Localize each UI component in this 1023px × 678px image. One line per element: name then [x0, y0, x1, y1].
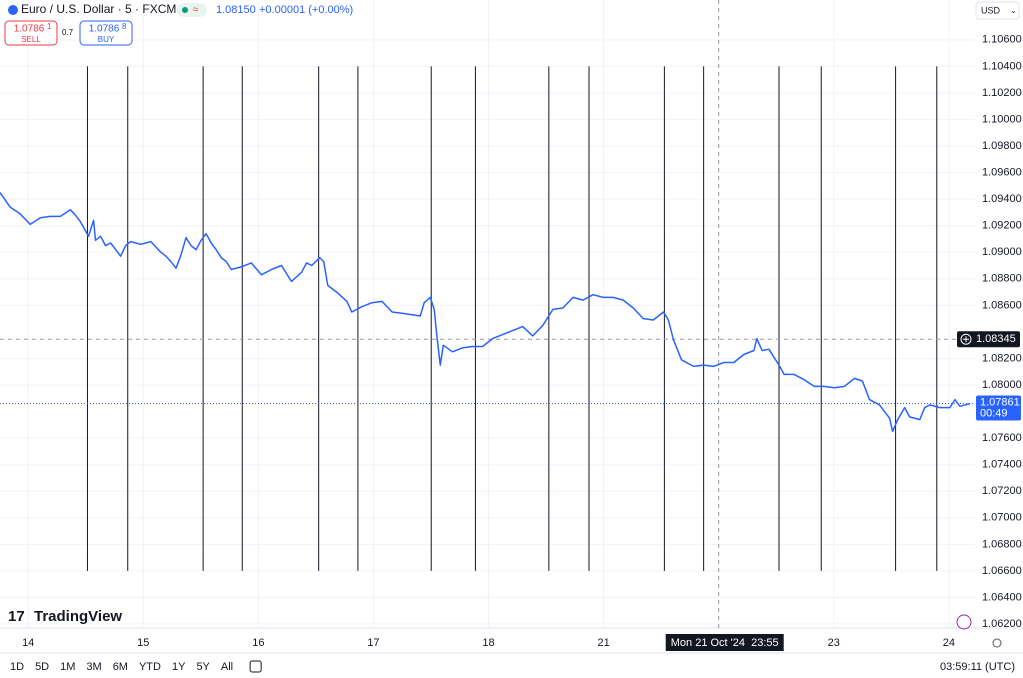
status-pill — [177, 3, 207, 17]
x-tick-label: 14 — [22, 637, 34, 649]
y-tick-label: 1.06800 — [982, 538, 1022, 550]
status-dot — [182, 7, 188, 13]
header-price: 1.08150 — [216, 4, 256, 16]
alert-icon[interactable] — [956, 614, 972, 630]
buy-label: BUY — [98, 35, 115, 44]
sell-button[interactable] — [4, 20, 58, 46]
price-line — [0, 192, 971, 433]
sell-label: SELL — [21, 35, 41, 44]
date-range-icon[interactable] — [249, 660, 262, 673]
add-icon[interactable] — [960, 333, 972, 345]
range-button[interactable]: 1M — [60, 661, 75, 673]
range-button[interactable]: All — [221, 661, 233, 673]
logo: TradingView — [34, 608, 122, 625]
x-tick-label: 21 — [597, 637, 609, 649]
x-tick-label: 23 — [828, 637, 840, 649]
clock: 03:59:11 (UTC) — [940, 661, 1015, 673]
buy-price: 1.0786 — [89, 24, 120, 35]
add-icon-plus — [963, 336, 969, 343]
crosshair-time-label: Mon 21 Oct '24 23:55 — [671, 637, 779, 649]
range-button[interactable]: 5Y — [196, 661, 210, 673]
crosshair-price-label: 1.08345 — [976, 333, 1016, 345]
y-tick-label: 1.09200 — [982, 220, 1022, 232]
y-tick-label: 1.10200 — [982, 87, 1022, 99]
y-tick-label: 1.07400 — [982, 459, 1022, 471]
buy-button[interactable] — [79, 20, 133, 46]
currency: USD — [981, 5, 1001, 15]
y-tick-label: 1.09000 — [982, 246, 1022, 258]
x-tick-label: 17 — [367, 637, 379, 649]
x-tick-label: 24 — [943, 637, 955, 649]
header-change: +0.00001 (+0.00%) — [259, 4, 353, 16]
sell-pip: 1 — [47, 22, 52, 31]
y-tick-label: 1.06600 — [982, 565, 1022, 577]
y-tick-label: 1.10000 — [982, 113, 1022, 125]
x-tick-label: 15 — [137, 637, 149, 649]
range-button[interactable]: 1Y — [172, 661, 186, 673]
range-button[interactable]: 5D — [35, 661, 49, 673]
y-tick-label: 1.09400 — [982, 193, 1022, 205]
logo-mark: 17 — [8, 608, 25, 625]
y-tick-label: 1.08800 — [982, 273, 1022, 285]
y-tick-label: 1.08600 — [982, 299, 1022, 311]
y-tick-label: 1.07200 — [982, 485, 1022, 497]
crosshair-price-box — [957, 331, 1020, 348]
crosshair-time-box — [665, 634, 784, 651]
x-tick-label: 16 — [252, 637, 264, 649]
symbol-title: Euro / U.S. Dollar · 5 · FXCM — [21, 2, 176, 16]
y-tick-label: 1.10600 — [982, 34, 1022, 46]
range-button[interactable]: YTD — [139, 661, 161, 673]
y-tick-label: 1.08000 — [982, 379, 1022, 391]
sell-price: 1.0786 — [14, 24, 45, 35]
y-tick-label: 1.06200 — [982, 618, 1022, 630]
symbol-icon — [8, 5, 18, 15]
y-tick-label: 1.07600 — [982, 432, 1022, 444]
y-tick-label: 1.07000 — [982, 512, 1022, 524]
buy-pip: 8 — [122, 22, 127, 31]
y-tick-label: 1.09600 — [982, 167, 1022, 179]
countdown-label: 00:49 — [980, 407, 1008, 419]
x-tick-label: 18 — [482, 637, 494, 649]
y-tick-label: 1.09800 — [982, 140, 1022, 152]
y-tick-label: 1.06400 — [982, 591, 1022, 603]
y-tick-label: 1.10400 — [982, 60, 1022, 72]
range-button[interactable]: 3M — [86, 661, 101, 673]
range-button[interactable]: 6M — [113, 661, 128, 673]
spread: 0.7 — [62, 28, 74, 37]
currency-button[interactable] — [975, 1, 1020, 20]
last-price-label: 1.07861 — [980, 396, 1020, 408]
range-button[interactable]: 1D — [10, 661, 24, 673]
settings-icon[interactable] — [992, 638, 1002, 648]
currency-caret: ⌄ — [1010, 6, 1017, 15]
status-wave: ≈ — [193, 5, 199, 16]
y-tick-label: 1.08200 — [982, 352, 1022, 364]
last-price-box — [976, 395, 1021, 421]
